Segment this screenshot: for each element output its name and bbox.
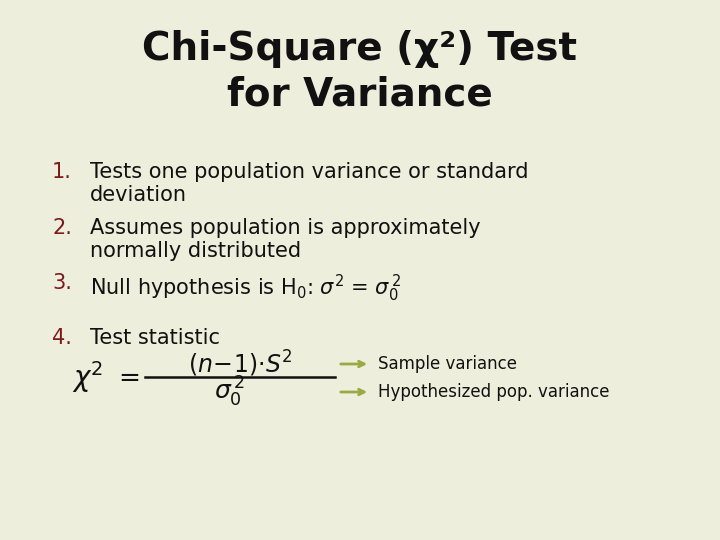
- Text: deviation: deviation: [90, 185, 187, 205]
- Text: Tests one population variance or standard: Tests one population variance or standar…: [90, 162, 528, 182]
- Text: $(n\!-\!1){\cdot}S^{2}$: $(n\!-\!1){\cdot}S^{2}$: [188, 349, 292, 379]
- Text: normally distributed: normally distributed: [90, 241, 301, 261]
- Text: 4.: 4.: [52, 328, 72, 348]
- Text: Chi-Square (χ²) Test: Chi-Square (χ²) Test: [143, 30, 577, 68]
- Text: Assumes population is approximately: Assumes population is approximately: [90, 218, 481, 238]
- Text: Null hypothesis is H$_0$: $\sigma^2$ = $\sigma_0^{\,2}$: Null hypothesis is H$_0$: $\sigma^2$ = $…: [90, 273, 401, 304]
- Text: $\sigma_0^{\,2}$: $\sigma_0^{\,2}$: [215, 375, 246, 409]
- Text: 2.: 2.: [52, 218, 72, 238]
- Text: Sample variance: Sample variance: [378, 355, 517, 373]
- Text: $=$: $=$: [113, 364, 140, 390]
- Text: Test statistic: Test statistic: [90, 328, 220, 348]
- Text: $\chi^2$: $\chi^2$: [72, 359, 104, 395]
- Text: for Variance: for Variance: [227, 75, 493, 113]
- Text: 1.: 1.: [52, 162, 72, 182]
- Text: Hypothesized pop. variance: Hypothesized pop. variance: [378, 383, 610, 401]
- Text: 3.: 3.: [52, 273, 72, 293]
